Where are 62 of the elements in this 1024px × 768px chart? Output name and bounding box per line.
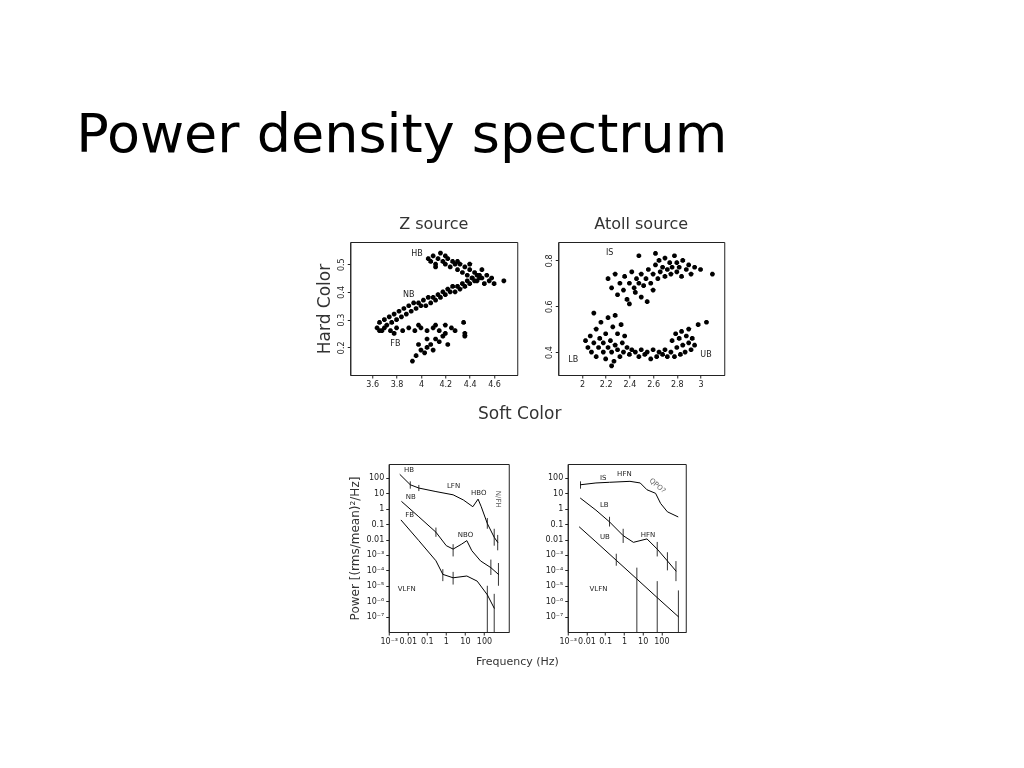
x-tick-label: 4.2 [439, 379, 453, 389]
y-tick-label: 0.4 [544, 346, 554, 359]
x-axis-title: Frequency (Hz) [475, 654, 559, 668]
annotation: NB [402, 290, 415, 300]
x-axis-title: Soft Color [478, 402, 562, 423]
y-tick-label: 100 [368, 473, 385, 483]
x-tick-label: 2.2 [599, 379, 613, 389]
y-axis-title: Power [(rms/mean)²/Hz] [348, 476, 363, 621]
y-tick-label: 1 [558, 504, 564, 514]
y-tick-label: 0.1 [371, 519, 385, 529]
y-tick-label: 100 [547, 473, 564, 483]
y-tick-label: 10⁻⁵ [545, 581, 564, 591]
y-tick-label: 10 [553, 488, 564, 498]
annotation: HB [411, 248, 423, 258]
x-tick-label: 0.1 [420, 636, 434, 646]
x-tick-label: 2 [579, 379, 586, 389]
annotation: FB [390, 339, 401, 349]
x-tick-label: 0.01 [578, 636, 596, 646]
y-axis-title: Hard Color [313, 263, 334, 355]
y-tick-label: 0.6 [544, 300, 554, 314]
y-tick-label: 0.01 [366, 535, 385, 545]
annotation: UB [700, 350, 712, 360]
x-tick-label: 10 [638, 636, 649, 646]
x-tick-label: 3.8 [390, 379, 404, 389]
chart-title: Z source [399, 214, 469, 233]
x-tick-label: 0.1 [599, 636, 613, 646]
x-tick-label: 100 [476, 636, 493, 646]
chart-title: Atoll source [594, 214, 689, 233]
y-tick-label: 0.3 [336, 313, 346, 327]
x-tick-label: 100 [654, 636, 670, 646]
text: Power density spectrum [76, 102, 728, 165]
x-tick-label: 4 [418, 379, 424, 389]
y-tick-label: 10⁻⁶ [366, 596, 385, 606]
x-tick-label: 4.6 [488, 379, 501, 389]
x-tick-label: 1 [443, 636, 449, 646]
annotation: LB [568, 355, 579, 365]
y-tick-label: 0.8 [544, 254, 554, 268]
y-tick-label: 1 [379, 504, 385, 514]
x-tick-label: 10 [460, 636, 471, 646]
x-tick-label: 3.6 [366, 379, 380, 389]
x-tick-label: 4.4 [463, 379, 477, 389]
y-tick-label: 10⁻³ [366, 550, 385, 560]
y-tick-label: 0.4 [336, 286, 346, 299]
x-tick-label: 3 [698, 379, 704, 389]
y-tick-label: 10⁻⁶ [545, 596, 564, 606]
y-tick-label: 10⁻⁷ [366, 612, 385, 622]
y-tick-label: 10⁻⁷ [545, 612, 564, 622]
x-tick-label: 0.01 [399, 636, 418, 646]
y-tick-label: 10⁻³ [545, 550, 564, 560]
y-tick-label: 0.1 [550, 519, 564, 529]
x-tick-label: 2.8 [670, 379, 684, 389]
x-tick-label: 1 [621, 636, 627, 646]
y-tick-label: 10 [374, 488, 385, 498]
y-tick-label: 10⁻⁴ [545, 565, 564, 575]
x-tick-label: 2.6 [647, 379, 660, 389]
y-tick-label: 10⁻⁴ [366, 565, 385, 575]
x-tick-label: 2.4 [623, 379, 637, 389]
y-tick-label: 0.2 [336, 341, 346, 355]
y-tick-label: 10⁻⁵ [366, 581, 385, 591]
annotation: IS [605, 247, 614, 257]
y-tick-label: 0.01 [545, 535, 564, 545]
y-tick-label: 0.5 [336, 258, 346, 272]
